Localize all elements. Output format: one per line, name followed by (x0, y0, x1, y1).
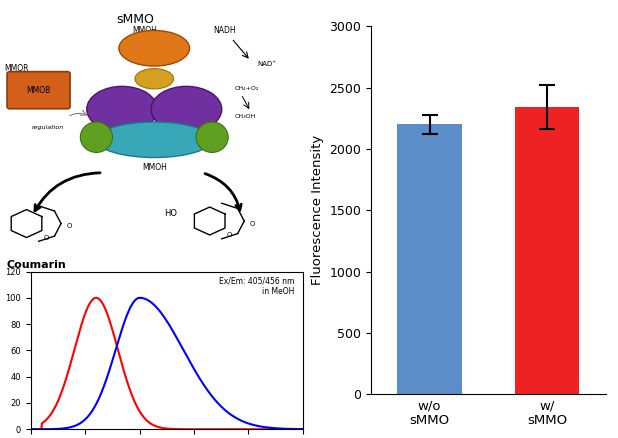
FancyBboxPatch shape (7, 72, 70, 109)
Ellipse shape (96, 122, 212, 158)
Text: MMOH: MMOH (142, 163, 167, 172)
Text: O: O (250, 221, 255, 226)
Ellipse shape (135, 69, 174, 89)
Text: sMMO: sMMO (116, 13, 154, 26)
Bar (397, 124, 462, 394)
Text: MMOH: MMOH (132, 26, 157, 35)
Text: MMOB: MMOB (27, 86, 51, 95)
Text: NADH: NADH (214, 26, 236, 35)
Text: Ex/Em: 405/456 nm
in MeOH: Ex/Em: 405/456 nm in MeOH (219, 276, 295, 296)
Y-axis label: Fluorescence Intensity: Fluorescence Intensity (311, 135, 324, 286)
Text: O: O (227, 232, 232, 238)
Text: NAD⁺: NAD⁺ (257, 60, 276, 67)
Text: CH₄+O₂: CH₄+O₂ (235, 86, 259, 92)
Ellipse shape (80, 122, 112, 152)
Text: O: O (44, 234, 49, 240)
Ellipse shape (196, 122, 228, 152)
Text: Coumarin: Coumarin (6, 260, 66, 270)
Text: regulation: regulation (32, 124, 64, 130)
Text: CH₃OH: CH₃OH (235, 114, 256, 120)
Ellipse shape (119, 31, 190, 66)
Ellipse shape (87, 86, 158, 132)
Text: MMOR: MMOR (4, 64, 28, 73)
Bar (515, 107, 579, 394)
Text: O: O (66, 223, 72, 229)
Ellipse shape (151, 86, 222, 132)
Text: HO: HO (164, 209, 177, 218)
